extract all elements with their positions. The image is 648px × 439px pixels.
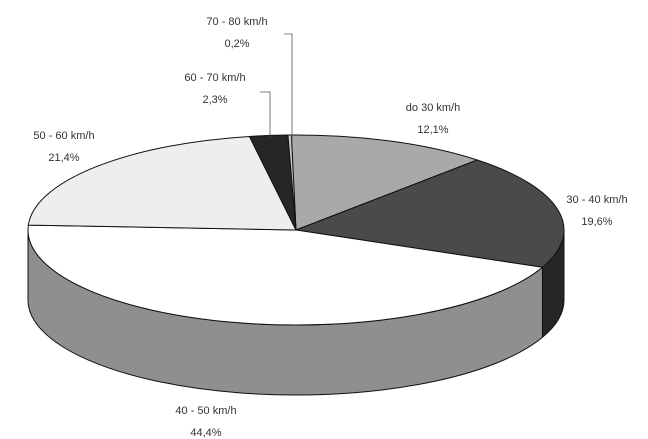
- slice-value-60-70: 2,3%: [202, 94, 227, 106]
- slice-value-do-30: 12,1%: [417, 124, 448, 136]
- pie-slice-50-60-km-h: [27, 135, 297, 231]
- slice-value-70-80: 0,2%: [224, 38, 249, 50]
- slice-value-30-40: 19,6%: [581, 216, 612, 228]
- pie-slice-do-30-km-h: [290, 134, 478, 231]
- pie-slice-30-40-km-h: [295, 159, 565, 268]
- pie-slice-40-50-km-h: [27, 224, 543, 326]
- slice-label-40-50: 40 - 50 km/h: [175, 405, 236, 417]
- pie-slices: [27, 134, 565, 326]
- leader-line-70-80: [284, 33, 293, 140]
- leader-line-60-70: [260, 91, 271, 138]
- slice-value-50-60: 21,4%: [48, 152, 79, 164]
- slice-label-do-30: do 30 km/h: [406, 102, 460, 114]
- slice-label-30-40: 30 - 40 km/h: [566, 194, 627, 206]
- slice-labels: do 30 km/h 12,1% 30 - 40 km/h 19,6% 40 -…: [33, 16, 627, 439]
- slice-label-60-70: 60 - 70 km/h: [184, 72, 245, 84]
- pie-slice-70-80-km-h: [287, 134, 297, 231]
- slice-label-70-80: 70 - 80 km/h: [206, 16, 267, 28]
- slice-label-50-60: 50 - 60 km/h: [33, 130, 94, 142]
- slice-value-40-50: 44,4%: [190, 427, 221, 439]
- leader-lines: [260, 33, 293, 140]
